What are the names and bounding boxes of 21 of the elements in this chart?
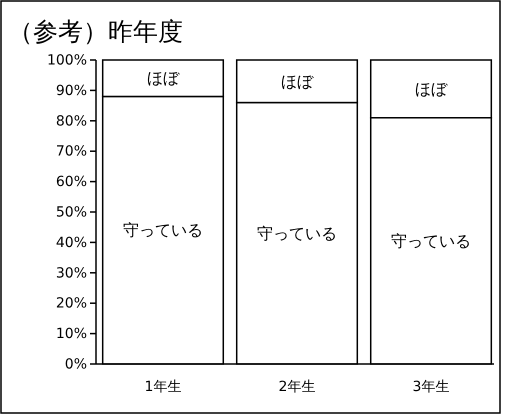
y-tick-label: 40% [56,234,87,251]
text: ほぼ [415,79,448,98]
y-tick-label: 100% [46,52,87,68]
y-tick-label: 0% [64,356,87,372]
y-tick-label: 10% [56,326,87,342]
series-label: 守っている [122,220,203,240]
y-tick-label: 80% [56,113,87,130]
y-tick-label: 30% [56,265,87,282]
x-tick-label: 3年生 [412,378,450,395]
text: 守っている [391,231,472,250]
y-tick-label: 60% [56,174,87,190]
y-tick-label: 70% [56,144,87,160]
chart-title: （参考）昨年度 [8,17,183,46]
text: 守っている [257,224,337,243]
y-tick-label: 20% [56,296,87,312]
text: ほぼ [281,72,313,91]
x-tick-label: 2年生 [278,378,316,395]
x-tick-label: 1年生 [144,378,182,395]
y-tick-label: 90% [56,82,87,99]
y-tick-label: 50% [56,204,87,220]
series-label: ほぼ [146,68,180,88]
